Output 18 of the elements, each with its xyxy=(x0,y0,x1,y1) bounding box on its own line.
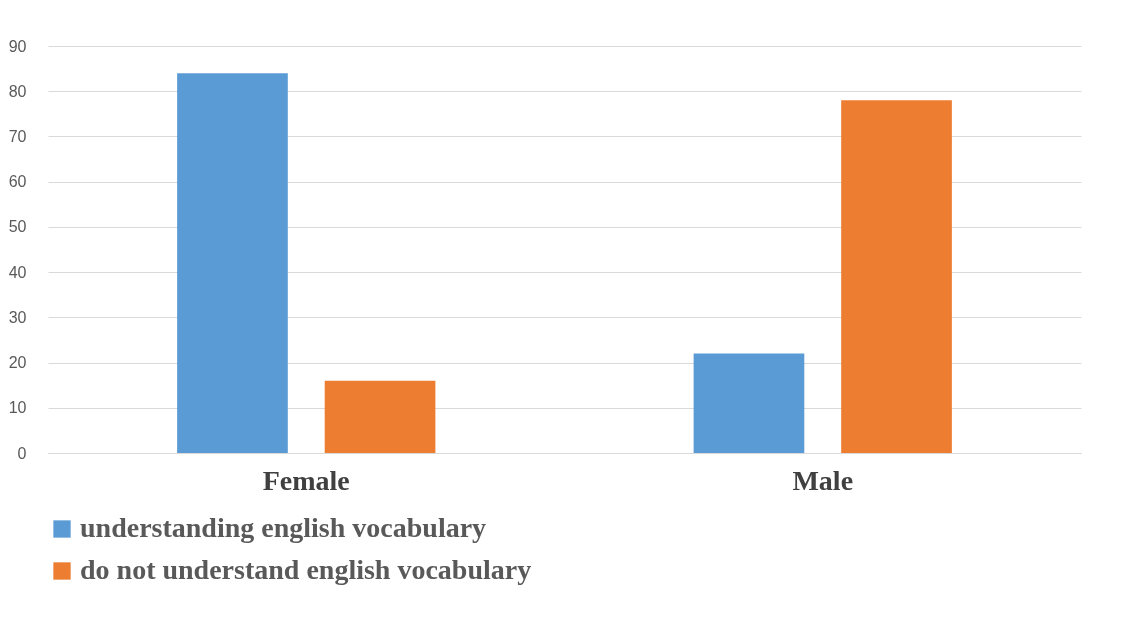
x-tick-label: Male xyxy=(792,464,854,496)
bar xyxy=(693,353,805,453)
bar xyxy=(177,73,288,453)
x-tick-label: Female xyxy=(262,464,350,496)
y-tick-label: 60 xyxy=(8,173,27,191)
bar xyxy=(841,100,952,453)
y-tick-label: 30 xyxy=(8,308,27,326)
y-tick-label: 0 xyxy=(17,444,27,462)
legend-label: understanding english vocabulary xyxy=(80,512,487,543)
y-tick-label: 90 xyxy=(8,37,27,55)
y-tick-label: 50 xyxy=(8,218,27,236)
y-tick-label: 20 xyxy=(8,354,27,372)
y-tick-label: 40 xyxy=(8,263,27,281)
y-tick-label: 70 xyxy=(8,127,27,145)
bar xyxy=(324,380,436,453)
legend-label: do not understand english vocabulary xyxy=(80,554,532,585)
y-tick-label: 10 xyxy=(8,399,27,417)
y-tick-label: 80 xyxy=(8,82,27,100)
